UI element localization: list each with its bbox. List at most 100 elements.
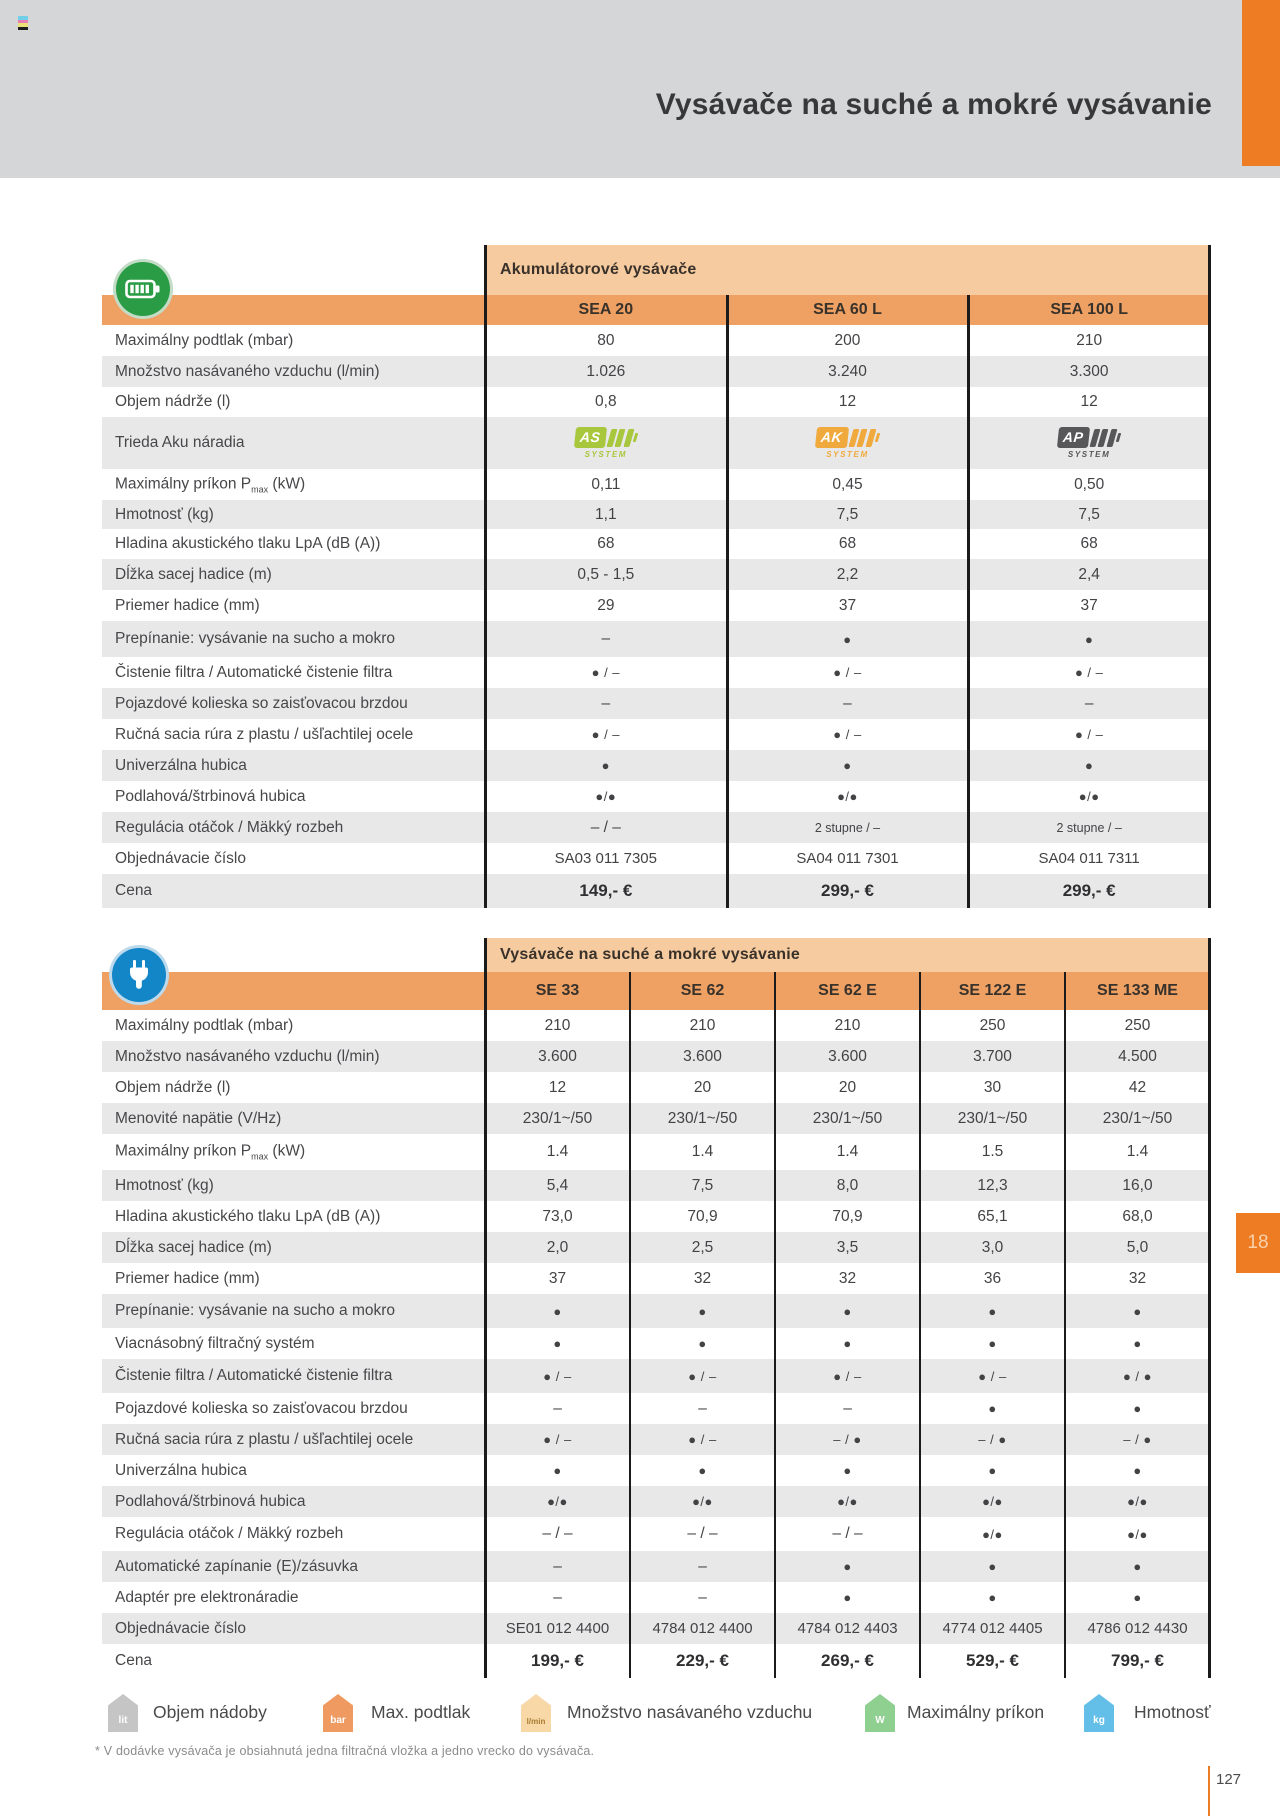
model-name: SE 62 (680, 982, 725, 999)
table-row: Ručná sacia rúra z plastu / ušľachtilej … (102, 1424, 1210, 1455)
cell-value: 3,0 (981, 1238, 1004, 1256)
cell-value: 3.300 (1069, 362, 1109, 380)
cell-value: SA03 011 7305 (554, 850, 657, 867)
row-label: Adaptér pre elektronáradie (115, 1588, 299, 1606)
cell-value: 32 (1128, 1269, 1147, 1287)
cell-value: 29 (597, 596, 615, 614)
cell-value: – (1084, 694, 1094, 712)
cell-value: ●/● (982, 1494, 1003, 1509)
cell-value: 1.4 (836, 1143, 859, 1160)
cell-value: ● (553, 1303, 562, 1319)
page-title: Vysávače na suché a mokré vysávanie (655, 88, 1212, 121)
row-label: Objednávacie číslo (115, 849, 246, 867)
cell-value: 12 (1080, 393, 1098, 410)
cell-value: ● (988, 1336, 997, 1351)
cell-value: – / ● (1123, 1432, 1152, 1447)
cell-value: – (553, 1399, 562, 1417)
reg-cyan-bar (18, 16, 28, 20)
battery-system-badge: AK SYSTEM (727, 417, 969, 469)
cell-value: 37 (548, 1269, 567, 1287)
cell-value: ●/● (837, 789, 858, 804)
table-row: Maximálny príkon Pmax (kW) (102, 1134, 1210, 1170)
table-header-title: Akumulátorové vysávače (500, 261, 697, 278)
cell-value: 68 (1080, 535, 1098, 552)
row-label: Regulácia otáčok / Mäkký rozbeh (115, 818, 344, 836)
column-separator (1208, 245, 1211, 908)
row-label: Čistenie filtra / Automatické čistenie f… (115, 1367, 393, 1384)
table-row: Priemer hadice (mm) (102, 590, 1210, 621)
cell-value: 36 (983, 1269, 1002, 1287)
cell-value: 299,- € (821, 881, 874, 900)
cell-value: – (601, 630, 611, 647)
cell-value: 230/1~/50 (1102, 1109, 1173, 1127)
cell-value: 230/1~/50 (522, 1109, 593, 1127)
orange-accent-block (1242, 0, 1280, 166)
cell-value: 70,9 (832, 1207, 863, 1225)
cell-value: 2,4 (1078, 565, 1100, 583)
row-label: Automatické zapínanie (E)/zásuvka (115, 1557, 358, 1575)
cell-value: ● (601, 758, 610, 773)
row-label: Podlahová/štrbinová hubica (115, 1492, 306, 1510)
table-row: Podlahová/štrbinová hubica (102, 781, 1210, 812)
cell-value: – / ● (978, 1432, 1007, 1447)
row-label: Priemer hadice (mm) (115, 596, 260, 614)
table-row: Hmotnosť (kg) (102, 500, 1210, 529)
table-row: Podlahová/štrbinová hubica (102, 1486, 1210, 1517)
model-name: SE 33 (535, 982, 580, 999)
cell-value: 3.240 (828, 362, 867, 380)
table-row: Univerzálna hubica (102, 750, 1210, 781)
cell-value: 200 (834, 331, 861, 349)
page-number: 127 (1216, 1771, 1242, 1788)
row-label: Množstvo nasávaného vzduchu (l/min) (115, 362, 380, 380)
cell-value: ● (843, 1336, 852, 1351)
row-label: Čistenie filtra / Automatické čistenie f… (115, 663, 393, 681)
cell-value: 299,- € (1062, 881, 1116, 900)
cell-value: 250 (979, 1016, 1006, 1034)
cell-value: ●/● (1078, 789, 1100, 804)
cell-value: 68,0 (1122, 1207, 1153, 1225)
cell-value: 210 (689, 1016, 716, 1034)
table-row: Objem nádrže (l) (102, 1072, 1210, 1103)
legend-tag-unit: l/min (526, 1717, 546, 1726)
cell-value: 73,0 (542, 1207, 573, 1225)
cell-value: ● (843, 1559, 852, 1574)
cell-value: ● (1133, 1463, 1142, 1478)
cell-value: ● (843, 1590, 852, 1605)
cell-value: 37 (1080, 596, 1098, 614)
model-name: SEA 20 (578, 301, 634, 318)
cell-value: ● (988, 1303, 997, 1319)
cell-value: ● (698, 1303, 707, 1319)
cell-value: ● (698, 1336, 707, 1351)
row-label: Prepínanie: vysávanie na sucho a mokro (115, 1302, 396, 1319)
cell-value: ●/● (1127, 1526, 1148, 1542)
cell-value: ● (843, 631, 852, 647)
legend-tag-icon: l/min (521, 1694, 551, 1732)
model-name: SEA 100 L (1050, 301, 1128, 318)
cell-value: ● (1084, 758, 1094, 773)
cell-value: 0,45 (832, 475, 863, 493)
cell-value: 269,- € (821, 1651, 874, 1670)
row-label: Objem nádrže (l) (115, 1078, 231, 1096)
table-row: Ručná sacia rúra z plastu / ušľachtilej … (102, 719, 1210, 750)
row-label: Množstvo nasávaného vzduchu (l/min) (115, 1047, 380, 1065)
table-row: Maximálny podtlak (mbar) (102, 1010, 1210, 1041)
model-name: SE 122 E (958, 982, 1027, 999)
cell-value: – (553, 1588, 562, 1606)
cell-value: ● / – (833, 1368, 862, 1384)
print-registration-mark (18, 16, 28, 30)
cell-value: 68 (838, 535, 857, 552)
cell-value: ● / – (543, 1368, 572, 1384)
cell-value: 2,5 (691, 1238, 714, 1256)
model-name: SE 133 ME (1097, 982, 1178, 999)
row-label: Ručná sacia rúra z plastu / ušľachtilej … (115, 1430, 414, 1448)
table-row: Priemer hadice (mm) (102, 1263, 1210, 1294)
cell-value: ●/● (547, 1494, 568, 1509)
table-row: Adaptér pre elektronáradie (102, 1582, 1210, 1613)
row-label: Maximálny príkon Pmax (kW) (115, 474, 306, 495)
table-row: Čistenie filtra / Automatické čistenie f… (102, 657, 1210, 688)
cell-value: 4.500 (1118, 1047, 1157, 1065)
cell-value: ● / – (688, 1432, 717, 1447)
column-separator (1208, 938, 1211, 1678)
row-label: Dĺžka sacej hadice (m) (115, 1238, 272, 1256)
column-separator (629, 972, 631, 1678)
